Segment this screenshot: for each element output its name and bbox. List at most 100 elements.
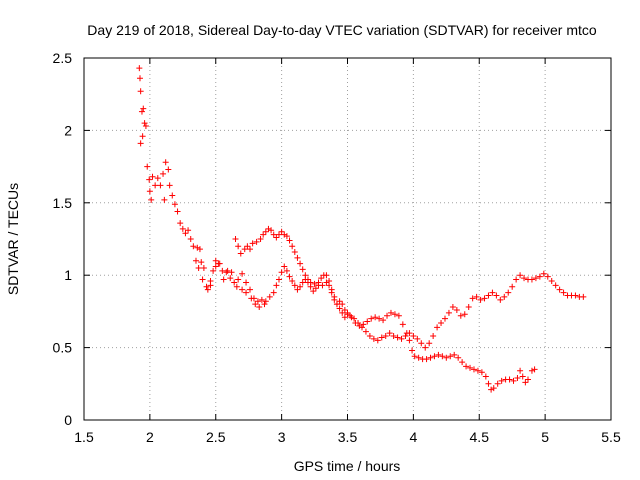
data-point (494, 380, 501, 387)
data-points (136, 65, 587, 393)
data-point (243, 289, 250, 296)
data-point (237, 250, 244, 257)
data-point (318, 275, 325, 282)
data-point (200, 264, 207, 271)
data-point (241, 246, 248, 253)
data-point (266, 293, 273, 300)
data-point (453, 306, 460, 313)
y-tick-labels: 0 0.5 1 1.5 2 2.5 (53, 50, 73, 428)
data-point (253, 238, 260, 245)
data-point (198, 259, 205, 266)
data-point (297, 283, 304, 290)
data-point (262, 298, 269, 305)
data-point (524, 376, 531, 383)
data-point (273, 282, 280, 289)
data-point (344, 309, 351, 316)
data-point (270, 231, 277, 238)
series-early-cluster (194, 244, 268, 311)
data-point (399, 321, 406, 328)
y-tick-label: 2.5 (53, 50, 73, 66)
data-point (139, 133, 146, 140)
data-point (372, 314, 379, 321)
data-point (268, 227, 275, 234)
data-point (265, 225, 272, 232)
data-point (447, 353, 454, 360)
data-point (291, 249, 298, 256)
x-tick-label: 3.5 (338, 429, 358, 445)
data-point (358, 324, 365, 331)
data-point (154, 175, 161, 182)
x-tick-label: 4 (409, 429, 417, 445)
data-point (548, 277, 555, 284)
data-point (439, 353, 446, 360)
data-point (311, 280, 318, 287)
data-point (426, 340, 433, 347)
data-point (402, 333, 409, 340)
data-point (387, 309, 394, 316)
data-point (378, 334, 385, 341)
data-point (380, 317, 387, 324)
data-point (411, 353, 418, 360)
data-point (297, 260, 304, 267)
data-point (228, 269, 235, 276)
data-point (144, 163, 151, 170)
data-point (459, 359, 466, 366)
data-point (532, 275, 539, 282)
data-point (560, 289, 567, 296)
data-point (485, 292, 492, 299)
data-point (528, 367, 535, 374)
data-point (136, 75, 143, 82)
data-point (536, 273, 543, 280)
data-point (422, 344, 429, 351)
data-point (199, 276, 206, 283)
data-point (304, 276, 311, 283)
x-tick-labels: 1.5 2 2.5 3 3.5 4 4.5 5 5.5 (74, 429, 621, 445)
data-point (254, 298, 261, 305)
data-point (261, 301, 268, 308)
data-point (517, 367, 524, 374)
data-point (252, 301, 259, 308)
data-point (457, 312, 464, 319)
y-tick-label: 0.5 (53, 340, 73, 356)
data-point (249, 240, 256, 247)
data-point (481, 295, 488, 302)
data-point (149, 173, 156, 180)
data-point (347, 312, 354, 319)
y-tick-label: 2 (64, 122, 72, 138)
data-point (364, 318, 371, 325)
data-point (505, 289, 512, 296)
data-point (384, 312, 391, 319)
data-point (418, 340, 425, 347)
data-point (488, 386, 495, 393)
data-point (194, 244, 201, 251)
data-point (544, 273, 551, 280)
data-point (352, 319, 359, 326)
data-point (281, 263, 288, 270)
data-point (336, 298, 343, 305)
data-point (368, 315, 375, 322)
data-point (275, 276, 282, 283)
data-point (270, 289, 277, 296)
data-point (501, 293, 508, 300)
data-point (328, 289, 335, 296)
data-point (142, 123, 149, 130)
data-point (207, 282, 214, 289)
data-point (531, 366, 538, 373)
data-point (227, 275, 234, 282)
data-point (248, 295, 255, 302)
data-point (482, 373, 489, 380)
data-point (247, 286, 254, 293)
data-point (455, 354, 462, 361)
data-point (461, 311, 468, 318)
data-point (477, 296, 484, 303)
data-point (467, 364, 474, 371)
data-point (423, 356, 430, 363)
data-point (204, 286, 211, 293)
data-point (414, 335, 421, 342)
data-point (434, 324, 441, 331)
data-point (572, 292, 579, 299)
y-tick-label: 0 (64, 412, 72, 428)
data-point (294, 286, 301, 293)
data-point (415, 354, 422, 361)
data-point (278, 269, 285, 276)
